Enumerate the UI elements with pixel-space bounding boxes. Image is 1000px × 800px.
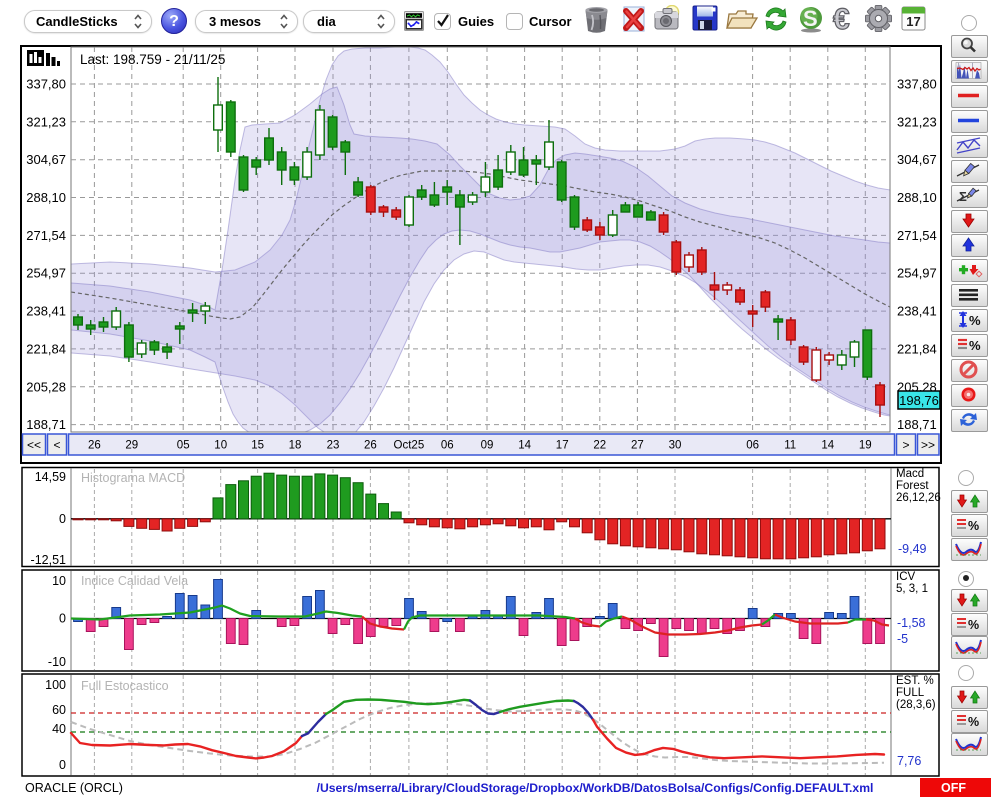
svg-text:%: % — [969, 313, 981, 328]
svg-text:<: < — [53, 438, 60, 452]
svg-text:26,12,26: 26,12,26 — [896, 492, 941, 504]
svg-text:271,54: 271,54 — [26, 228, 66, 243]
svg-text:%: % — [968, 618, 979, 632]
svg-text:321,23: 321,23 — [26, 114, 66, 129]
svg-text:14: 14 — [518, 440, 531, 452]
svg-text:>>: >> — [921, 438, 935, 452]
svg-text:29: 29 — [125, 440, 138, 452]
svg-text:06: 06 — [746, 440, 759, 452]
svg-text:17: 17 — [906, 14, 920, 29]
svg-text:100: 100 — [45, 678, 66, 692]
svg-text:288,10: 288,10 — [26, 190, 66, 205]
svg-text:0: 0 — [59, 758, 66, 772]
svg-text:19: 19 — [859, 440, 872, 452]
svg-text:-1,58: -1,58 — [897, 616, 926, 630]
svg-text:15: 15 — [251, 440, 264, 452]
svg-text:Histograma MACD: Histograma MACD — [81, 471, 185, 485]
svg-text:60: 60 — [52, 703, 66, 717]
svg-text:254,97: 254,97 — [26, 266, 66, 281]
svg-text:%: % — [968, 715, 979, 729]
svg-text:30: 30 — [669, 440, 682, 452]
svg-text:Forest: Forest — [896, 480, 929, 492]
svg-text:-5: -5 — [897, 632, 908, 646]
svg-text:5, 3, 1: 5, 3, 1 — [896, 583, 928, 595]
svg-text:Last: 198.759 - 21/11/25: Last: 198.759 - 21/11/25 — [80, 52, 225, 67]
svg-text:22: 22 — [593, 440, 606, 452]
svg-text:Macd: Macd — [896, 468, 924, 480]
svg-text:S: S — [803, 6, 818, 31]
svg-text:-10: -10 — [48, 655, 66, 669]
svg-text:238,41: 238,41 — [897, 304, 937, 319]
svg-text:09: 09 — [481, 440, 494, 452]
svg-text:238,41: 238,41 — [26, 304, 66, 319]
svg-text:10: 10 — [52, 574, 66, 588]
svg-text:288,10: 288,10 — [897, 190, 937, 205]
svg-text:14,59: 14,59 — [35, 470, 66, 484]
svg-text:23: 23 — [327, 440, 340, 452]
svg-text:304,67: 304,67 — [26, 152, 66, 167]
svg-text:188,71: 188,71 — [897, 417, 937, 432]
svg-text:%: % — [968, 519, 979, 533]
svg-text:/Users/mserra/Library/CloudSto: /Users/mserra/Library/CloudStorage/Dropb… — [317, 781, 874, 795]
svg-text:0: 0 — [59, 512, 66, 526]
svg-text:221,84: 221,84 — [26, 341, 66, 356]
svg-text:<<: << — [27, 438, 41, 452]
svg-text:26: 26 — [88, 440, 101, 452]
svg-text:Σ: Σ — [959, 189, 967, 204]
svg-text:271,54: 271,54 — [897, 228, 937, 243]
svg-text:40: 40 — [52, 722, 66, 736]
svg-text:18: 18 — [289, 440, 302, 452]
svg-text:€: € — [833, 5, 850, 35]
svg-text:188,71: 188,71 — [26, 417, 66, 432]
svg-text:337,80: 337,80 — [897, 77, 937, 92]
svg-text:ORACLE (ORCL): ORACLE (ORCL) — [25, 781, 123, 795]
svg-text:337,80: 337,80 — [26, 77, 66, 92]
svg-text:ICV: ICV — [896, 571, 916, 583]
svg-text:Full Estocastico: Full Estocastico — [81, 679, 169, 693]
svg-text:OFF: OFF — [941, 781, 966, 795]
svg-text:>: > — [902, 438, 909, 452]
svg-text:Indice Calidad Vela: Indice Calidad Vela — [81, 574, 188, 588]
svg-text:7,76: 7,76 — [897, 754, 921, 768]
svg-text:321,23: 321,23 — [897, 114, 937, 129]
svg-text:0: 0 — [59, 612, 66, 626]
svg-text:-12,51: -12,51 — [31, 553, 66, 567]
svg-text:(28,3,6): (28,3,6) — [896, 699, 936, 711]
svg-text:254,97: 254,97 — [897, 266, 937, 281]
svg-text:%: % — [969, 338, 981, 353]
svg-text:06: 06 — [441, 440, 454, 452]
svg-text:14: 14 — [821, 440, 834, 452]
svg-text:198,76: 198,76 — [899, 393, 939, 408]
svg-text:205,28: 205,28 — [26, 379, 66, 394]
svg-text:FULL: FULL — [896, 687, 925, 699]
svg-text:17: 17 — [556, 440, 569, 452]
svg-text:EST. %: EST. % — [896, 675, 934, 687]
svg-text:27: 27 — [631, 440, 644, 452]
svg-text:304,67: 304,67 — [897, 152, 937, 167]
svg-text:26: 26 — [364, 440, 377, 452]
svg-text:05: 05 — [177, 440, 190, 452]
svg-text:10: 10 — [214, 440, 227, 452]
svg-text:Oct25: Oct25 — [394, 440, 425, 452]
svg-text:-9,49: -9,49 — [898, 542, 927, 556]
svg-text:221,84: 221,84 — [897, 341, 937, 356]
svg-text:11: 11 — [784, 440, 796, 452]
